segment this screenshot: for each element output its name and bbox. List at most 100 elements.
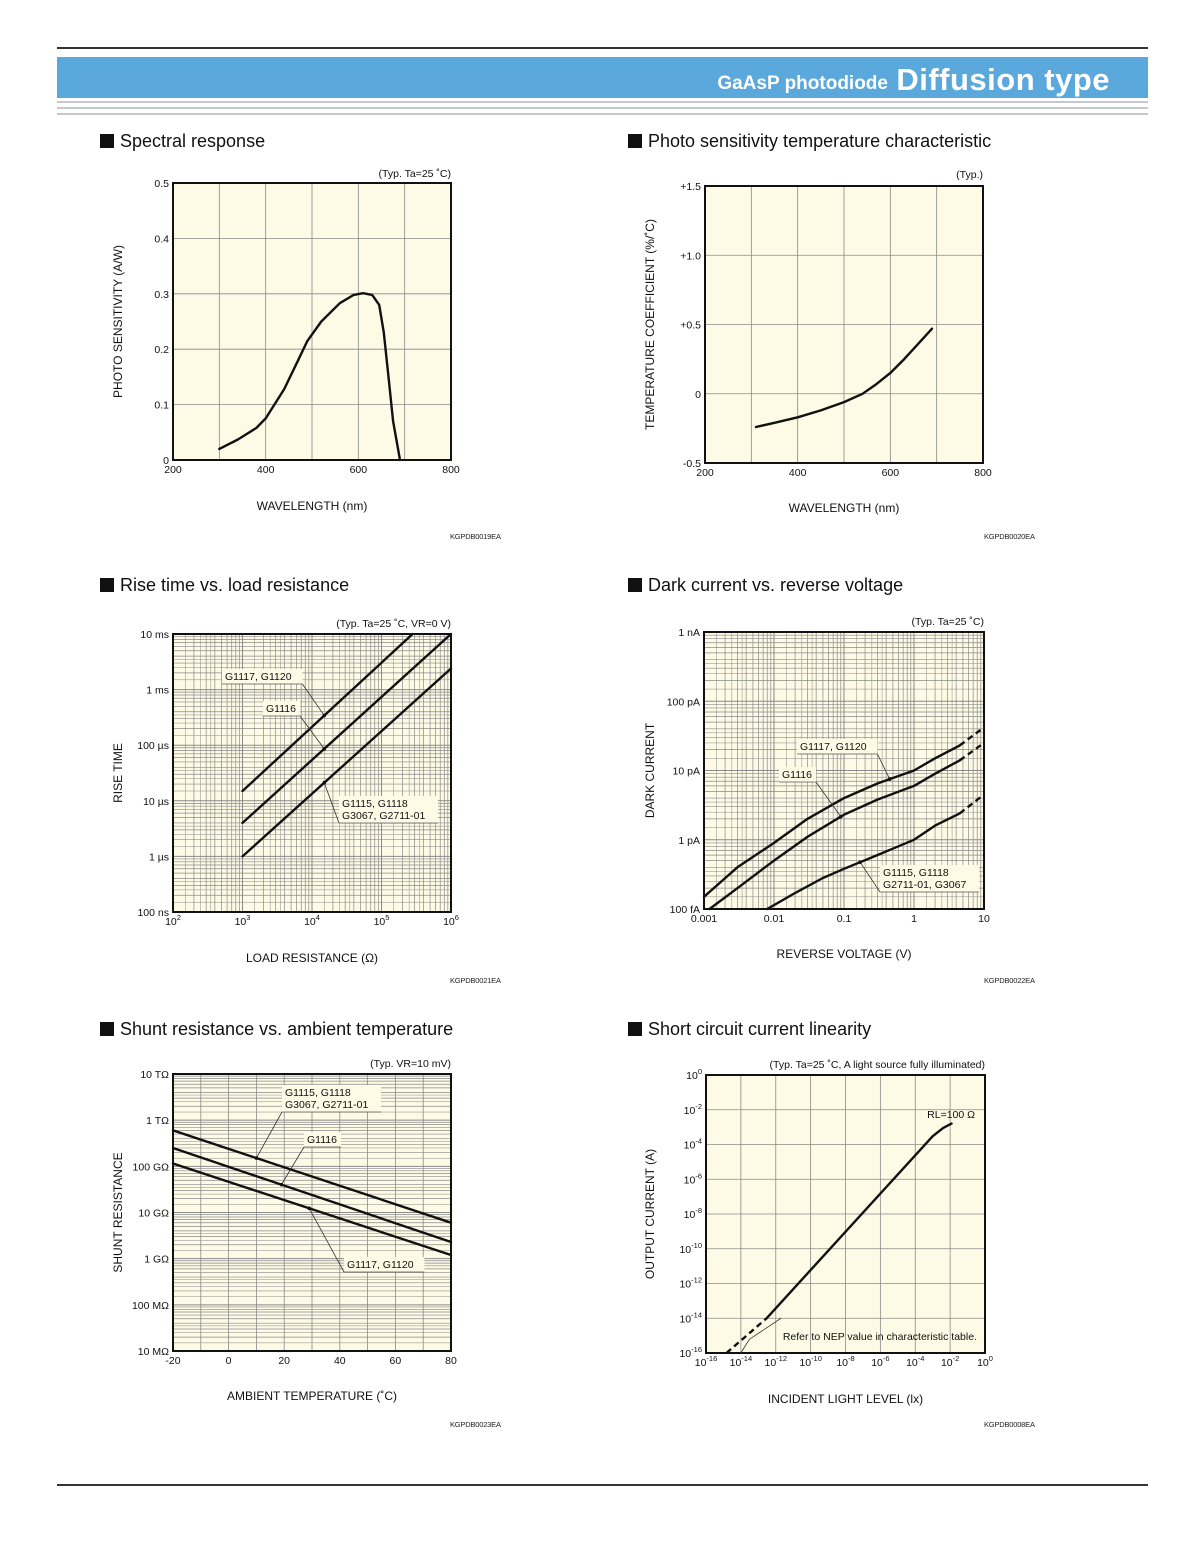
x-tick-label: 600 bbox=[882, 467, 900, 479]
x-axis-label: WAVELENGTH (nm) bbox=[789, 501, 900, 515]
y-tick-label: 0.4 bbox=[154, 233, 169, 245]
leader-arrowhead bbox=[279, 1182, 284, 1187]
x-tick-label: 10-14 bbox=[730, 1354, 753, 1369]
label-background bbox=[344, 1257, 425, 1272]
figure-code: KGPDB0023EA bbox=[450, 1420, 501, 1429]
x-tick-label: 1 bbox=[911, 913, 917, 925]
x-tick-label: 10-2 bbox=[941, 1354, 959, 1369]
y-tick-label: +0.5 bbox=[680, 320, 701, 332]
y-tick-label: 10 pA bbox=[673, 766, 700, 778]
series-label: G1117, G1120 bbox=[797, 739, 892, 781]
x-tick-label: 40 bbox=[334, 1355, 346, 1367]
panel-title-spectral: Spectral response bbox=[100, 131, 265, 152]
grid bbox=[706, 1075, 985, 1353]
series-line bbox=[754, 327, 934, 429]
label-text: G1115, G1118 bbox=[883, 867, 949, 879]
y-tick-label: 1 ms bbox=[146, 685, 169, 697]
x-tick-label: -20 bbox=[165, 1355, 180, 1367]
nep-leader-line bbox=[740, 1317, 782, 1354]
leader-arrowhead bbox=[322, 780, 327, 785]
x-tick-label: 600 bbox=[350, 464, 368, 476]
label-background bbox=[282, 1085, 381, 1112]
y-tick-label: 10 µs bbox=[143, 796, 169, 808]
y-axis-label: DARK CURRENT bbox=[643, 722, 657, 818]
grid bbox=[173, 183, 451, 460]
series-extension-dashed bbox=[959, 726, 985, 747]
chart-note: (Typ. Ta=25 ˚C, A light source fully ill… bbox=[770, 1059, 985, 1071]
y-tick-label: 10 ms bbox=[140, 629, 169, 641]
plot-frame bbox=[703, 631, 985, 910]
x-tick-label: 200 bbox=[696, 467, 714, 479]
y-tick-label: 10-6 bbox=[684, 1171, 702, 1186]
y-axis-label: SHUNT RESISTANCE bbox=[111, 1152, 125, 1272]
label-text: G3067, G2711-01 bbox=[285, 1099, 368, 1111]
x-tick-label: 0.001 bbox=[691, 913, 717, 925]
x-tick-label: 200 bbox=[164, 464, 182, 476]
y-tick-label: 10 TΩ bbox=[140, 1069, 169, 1081]
nep-note: Refer to NEP value in characteristic tab… bbox=[783, 1331, 977, 1343]
title-text: Dark current vs. reverse voltage bbox=[648, 575, 904, 595]
bullet-square-icon bbox=[628, 578, 642, 592]
y-tick-label: 100 pA bbox=[667, 696, 700, 708]
label-background bbox=[797, 739, 878, 754]
x-tick-label: 10-8 bbox=[836, 1354, 854, 1369]
x-tick-label: 10-6 bbox=[871, 1354, 889, 1369]
label-background bbox=[304, 1132, 341, 1147]
label-background bbox=[222, 669, 303, 684]
x-tick-label: 100 bbox=[977, 1354, 993, 1369]
leader-line bbox=[256, 1111, 283, 1159]
leader-line bbox=[877, 753, 891, 780]
y-tick-label: 0.3 bbox=[154, 289, 169, 301]
grid bbox=[173, 1074, 451, 1351]
y-tick-label: 10-12 bbox=[679, 1276, 702, 1291]
x-axis-label: AMBIENT TEMPERATURE (˚C) bbox=[227, 1389, 397, 1403]
y-tick-label: 1 TΩ bbox=[146, 1115, 169, 1127]
x-tick-label: 10-10 bbox=[799, 1354, 822, 1369]
y-tick-label: 100 fA bbox=[670, 904, 700, 916]
label-text: G1115, G1118 bbox=[342, 798, 408, 810]
title-text: Rise time vs. load resistance bbox=[120, 575, 350, 595]
top-rule bbox=[57, 47, 1148, 49]
label-text: G1116 bbox=[266, 703, 296, 715]
leader-arrowhead bbox=[322, 747, 327, 751]
chart-risetime: 102 103 104 105 106 100 ns 1 µs 10 µs 100 µs 1 ms… bbox=[111, 618, 459, 965]
leader-arrowhead bbox=[887, 777, 892, 781]
y-tick-label: 10-14 bbox=[679, 1310, 702, 1325]
y-tick-label: 100 GΩ bbox=[133, 1161, 170, 1173]
leader-line bbox=[308, 1208, 345, 1273]
series-line bbox=[171, 1146, 453, 1244]
y-tick-label: 100 ns bbox=[137, 907, 169, 919]
series-line bbox=[708, 759, 961, 911]
label-background bbox=[339, 796, 438, 823]
y-tick-label: -0.5 bbox=[683, 458, 701, 470]
chart-tempcoef: 200 400 600 800 -0.5 0 +0.5 +1.0 +1.5 WAVELENGTH … bbox=[643, 169, 992, 515]
leader-arrowhead bbox=[307, 1206, 312, 1211]
x-tick-label: 0.1 bbox=[837, 913, 852, 925]
x-tick-label: 104 bbox=[304, 913, 320, 928]
title-text: Photo sensitivity temperature characteri… bbox=[648, 131, 992, 151]
y-tick-label: 10-8 bbox=[684, 1206, 702, 1221]
label-text: G1117, G1120 bbox=[347, 1259, 414, 1271]
series-extension-dashed bbox=[958, 793, 985, 815]
label-text: G1117, G1120 bbox=[800, 741, 867, 753]
y-axis-label: RISE TIME bbox=[111, 743, 125, 803]
bottom-rule bbox=[57, 1484, 1148, 1486]
y-tick-label: 0 bbox=[163, 455, 169, 467]
series-label: G1116 bbox=[279, 1132, 341, 1187]
panel-title-darkcurrent: Dark current vs. reverse voltage bbox=[628, 575, 903, 596]
label-text: G1116 bbox=[782, 769, 812, 781]
y-tick-label: 0.5 bbox=[154, 178, 169, 190]
figure-code: KGPDB0020EA bbox=[984, 532, 1035, 541]
y-tick-label: 0.1 bbox=[154, 400, 169, 412]
x-tick-label: 20 bbox=[278, 1355, 290, 1367]
header-stripes bbox=[57, 101, 1148, 119]
label-text: G2711-01, G3067 bbox=[883, 879, 966, 891]
label-text: G1115, G1118 bbox=[285, 1087, 351, 1099]
chart-spectral: 200 400 600 800 0 0.1 0.2 0.3 0.4 0.5 WAVELENGTH (… bbox=[111, 168, 460, 513]
plot-frame bbox=[705, 1074, 986, 1354]
leader-line bbox=[323, 782, 340, 824]
series-line bbox=[702, 744, 961, 898]
series-label: G1116 bbox=[263, 701, 327, 751]
y-axis-label: PHOTO SENSITIVITY (A/W) bbox=[111, 245, 125, 398]
